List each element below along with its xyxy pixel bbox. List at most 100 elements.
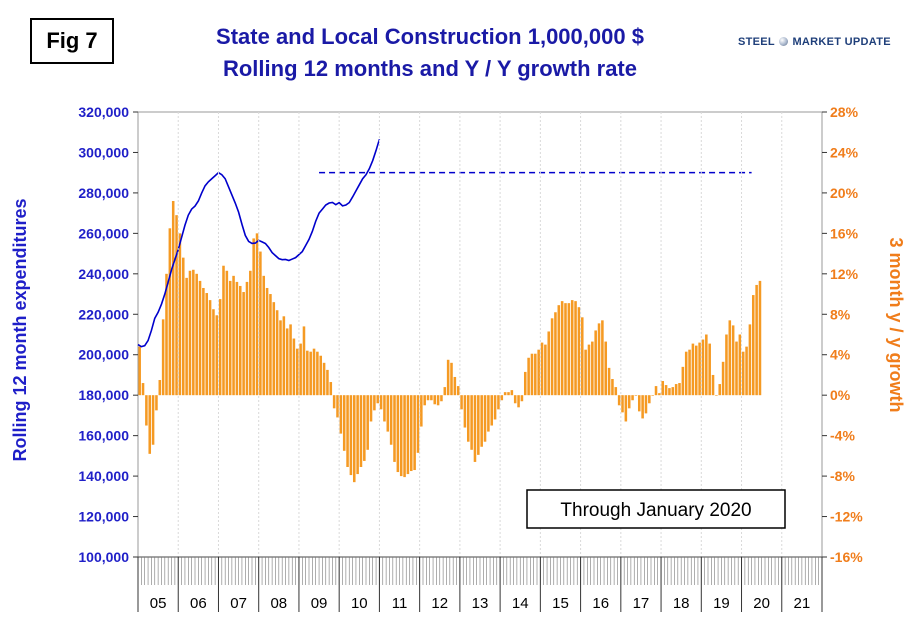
bar [312, 348, 316, 396]
bar [597, 323, 601, 396]
bar [440, 395, 443, 402]
bar [386, 395, 390, 432]
bar [336, 395, 339, 418]
bar [205, 293, 209, 396]
bar [295, 348, 299, 396]
y-right-tick-label: -16% [830, 549, 863, 565]
bar [705, 334, 708, 396]
x-tick-label: 05 [150, 595, 167, 612]
bar [225, 270, 229, 396]
bar [510, 390, 514, 396]
bar [148, 395, 152, 454]
bar [564, 303, 567, 396]
bar [741, 351, 745, 396]
bar [399, 395, 403, 477]
x-tick-label: 09 [311, 595, 328, 612]
bar [678, 383, 681, 396]
bar [681, 366, 685, 396]
bar [443, 387, 447, 396]
bar [252, 238, 255, 396]
bar [684, 351, 688, 396]
bar [228, 280, 232, 396]
x-tick-label: 10 [351, 595, 368, 612]
y-axis-left-label: Rolling 12 month expenditures [10, 198, 30, 461]
bar [751, 295, 755, 396]
bars-layer [138, 201, 762, 483]
annotation-text: Through January 2020 [560, 500, 751, 521]
bar [627, 395, 631, 409]
bar [195, 273, 198, 396]
bar [557, 305, 561, 396]
bar [306, 350, 309, 396]
bar [631, 395, 634, 401]
bar [594, 330, 597, 396]
bar [570, 300, 574, 396]
y-right-tick-label: -8% [830, 468, 855, 484]
chart-subtitle: Rolling 12 months and Y / Y growth rate [222, 56, 637, 81]
chart-title: State and Local Construction 1,000,000 $ [216, 24, 644, 49]
bar [701, 339, 705, 396]
bar [299, 343, 302, 396]
bar [470, 395, 473, 450]
brand-logo: STEEL MARKET UPDATE [738, 36, 891, 48]
bar [359, 395, 363, 467]
bar [349, 395, 353, 476]
bar [192, 269, 195, 396]
bar [463, 395, 467, 428]
bar [181, 257, 185, 396]
y-left-tick-label: 260,000 [78, 225, 129, 241]
bar [406, 395, 410, 475]
bar [718, 384, 722, 396]
bar [235, 281, 239, 396]
y-left-tick-label: 240,000 [78, 266, 129, 282]
bar [523, 371, 527, 396]
bar [292, 338, 296, 396]
x-tick-label: 08 [270, 595, 287, 612]
bar [694, 345, 698, 396]
bar [738, 334, 742, 396]
y-right-tick-label: 0% [830, 387, 851, 403]
bar [648, 395, 651, 404]
y-left-tick-label: 100,000 [78, 549, 129, 565]
bar [279, 320, 282, 396]
bar [168, 228, 172, 396]
bar [446, 359, 450, 396]
bar [668, 388, 671, 396]
bar [453, 376, 457, 396]
bar [560, 301, 564, 396]
bar [363, 395, 366, 461]
bar [403, 395, 406, 478]
bar [611, 379, 614, 396]
bar [480, 395, 483, 447]
bar [155, 395, 158, 411]
bar [483, 395, 487, 442]
bar [342, 395, 346, 451]
bar [285, 328, 289, 396]
bar [218, 299, 222, 396]
bar [651, 395, 654, 396]
x-tick-label: 15 [552, 595, 569, 612]
bar [755, 284, 758, 396]
bar [544, 344, 547, 396]
bar [574, 301, 577, 396]
bar [265, 287, 269, 396]
y-left-tick-label: 200,000 [78, 347, 129, 363]
x-tick-label: 20 [753, 595, 770, 612]
fig-label: Fig 7 [30, 18, 114, 64]
bar [373, 395, 376, 411]
bar [151, 395, 155, 445]
bar [262, 275, 266, 396]
bar [567, 303, 571, 396]
axis-layer: 100,000 120,000 140,000 160,000 180,000 200,0… [78, 104, 863, 612]
bar [658, 393, 661, 396]
x-tick-label: 18 [673, 595, 690, 612]
bar [500, 395, 504, 401]
bar [158, 380, 162, 396]
y-left-tick-label: 300,000 [78, 144, 129, 160]
bar [731, 325, 735, 396]
y-right-tick-label: 12% [830, 266, 859, 282]
bar [376, 395, 380, 404]
bar [245, 281, 249, 396]
bar [621, 395, 624, 413]
bar [420, 395, 423, 427]
